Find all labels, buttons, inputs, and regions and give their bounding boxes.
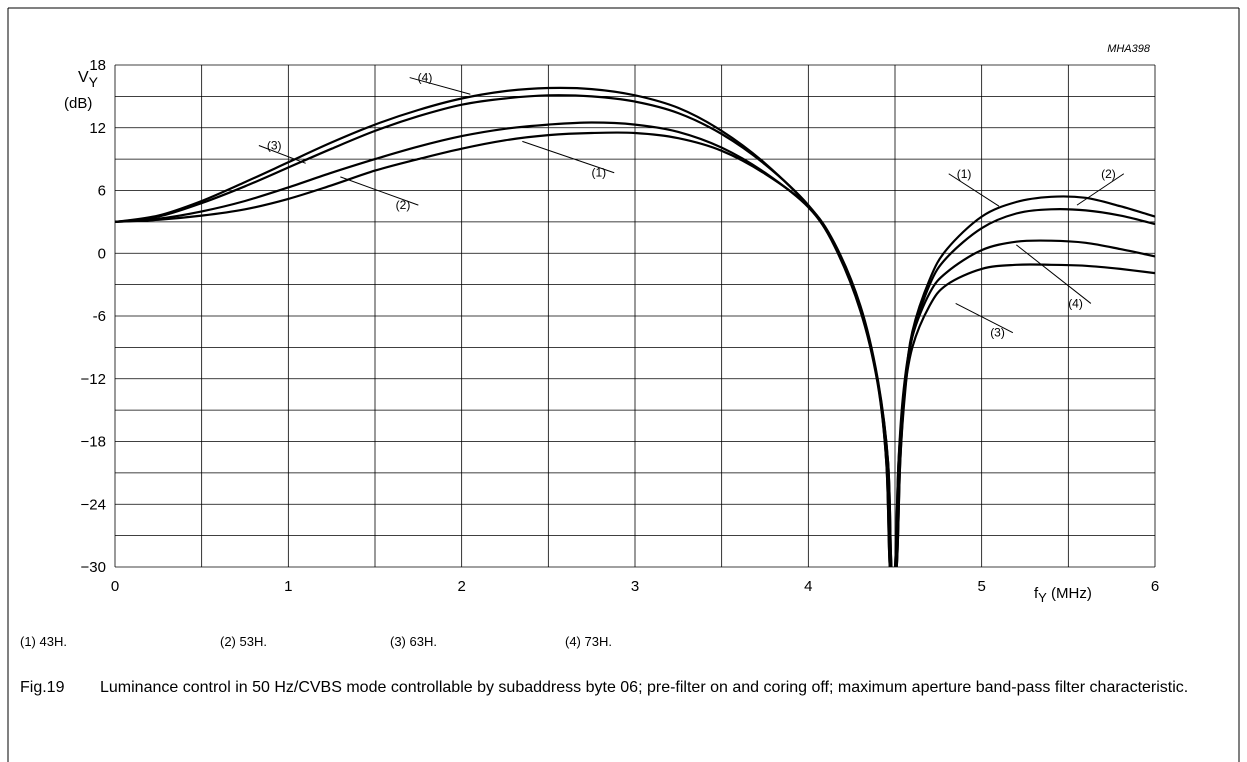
x-axis-label-main: f: [1034, 585, 1039, 602]
x-tick-label: 1: [284, 578, 292, 595]
annotation-leader-line: [409, 77, 471, 95]
annotation-label: (1): [592, 166, 607, 180]
x-tick-label: 3: [631, 578, 639, 595]
y-axis-label: VY: [78, 69, 99, 90]
grid-lines: [114, 64, 1156, 568]
caption-text: Luminance control in 50 Hz/CVBS mode con…: [100, 679, 1189, 696]
annotation-label: (1): [957, 167, 972, 181]
y-axis-label-sub: Y: [89, 74, 99, 90]
x-tick-label: 0: [111, 578, 119, 595]
legend-item-2: (2) 53H.: [220, 634, 267, 649]
annotation-label: (3): [990, 326, 1005, 340]
annotation-leader-line: [955, 303, 1014, 334]
annotation-leader-line: [1016, 244, 1092, 304]
annotation-leader-line: [340, 176, 419, 206]
series-line-4: [115, 94, 1155, 567]
y-tick-label: 6: [98, 183, 106, 200]
annotation-label: (2): [396, 198, 411, 212]
annotation-leader-line: [522, 140, 615, 174]
annotation-label: (4): [418, 71, 433, 85]
series-lines: [115, 86, 1155, 567]
legend-item-3: (3) 63H.: [390, 634, 437, 649]
x-axis-label: fY (MHz): [1034, 585, 1092, 605]
caption-figure-number: Fig.19: [20, 679, 65, 696]
x-axis-label-sub: Y: [1038, 590, 1047, 605]
annotation-leader-line: [948, 173, 1000, 207]
y-tick-label: −12: [81, 371, 106, 388]
y-axis-unit: (dB): [64, 95, 92, 112]
legend-item-4: (4) 73H.: [565, 634, 612, 649]
x-tick-label: 2: [457, 578, 465, 595]
y-axis-label-main: V: [78, 69, 89, 86]
y-tick-label: 12: [89, 120, 106, 137]
series-legend: (1) 43H. (2) 53H. (3) 63H. (4) 73H.: [20, 634, 820, 654]
annotation-leader-line: [258, 145, 306, 164]
annotation-label: (3): [267, 139, 282, 153]
x-tick-label: 4: [804, 578, 812, 595]
x-tick-label: 6: [1151, 578, 1159, 595]
x-axis-label-unit: (MHz): [1047, 585, 1092, 602]
annotation-label: (4): [1068, 296, 1083, 310]
y-tick-label: −30: [81, 559, 106, 576]
y-tick-label: 0: [98, 245, 106, 262]
y-tick-label: -6: [93, 308, 106, 325]
figure-code: MHA398: [1107, 43, 1151, 55]
legend-item-1: (1) 43H.: [20, 634, 67, 649]
series-annotations: (1) (2) (3) (4) (1) (2) (4) (3): [258, 71, 1125, 340]
y-tick-label: −24: [81, 496, 106, 513]
x-tick-label: 5: [977, 578, 985, 595]
annotation-leader-line: [1076, 173, 1125, 206]
y-tick-label: −18: [81, 434, 106, 451]
axis-labels: VY (dB) fY (MHz) MHA398: [64, 43, 1151, 605]
annotation-label: (2): [1101, 167, 1116, 181]
y-tick-label: 18: [89, 57, 106, 74]
